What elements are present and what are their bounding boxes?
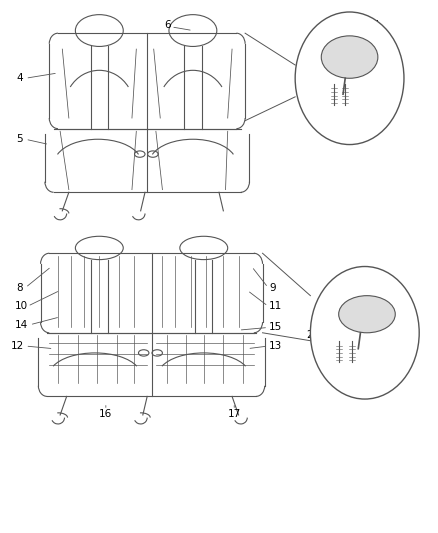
Ellipse shape: [339, 296, 395, 333]
Text: 16: 16: [99, 409, 113, 419]
Text: 11: 11: [269, 301, 283, 311]
Circle shape: [311, 266, 419, 399]
Text: 10: 10: [14, 301, 28, 311]
Circle shape: [295, 12, 404, 144]
Text: 1: 1: [374, 20, 380, 30]
Text: 7: 7: [380, 305, 387, 315]
Text: 2: 2: [306, 330, 313, 341]
Text: 14: 14: [14, 320, 28, 330]
Text: 17: 17: [228, 409, 241, 419]
Text: 3: 3: [380, 105, 387, 115]
Text: 6: 6: [165, 20, 171, 30]
Ellipse shape: [321, 36, 378, 78]
Text: 13: 13: [269, 341, 283, 351]
Text: 3: 3: [365, 352, 371, 361]
Text: 4: 4: [17, 73, 23, 83]
Text: 8: 8: [17, 282, 23, 293]
Text: 9: 9: [269, 282, 276, 293]
Text: 2: 2: [308, 66, 315, 75]
Text: 15: 15: [269, 322, 283, 333]
Text: 5: 5: [17, 134, 23, 144]
Text: 12: 12: [11, 341, 24, 351]
